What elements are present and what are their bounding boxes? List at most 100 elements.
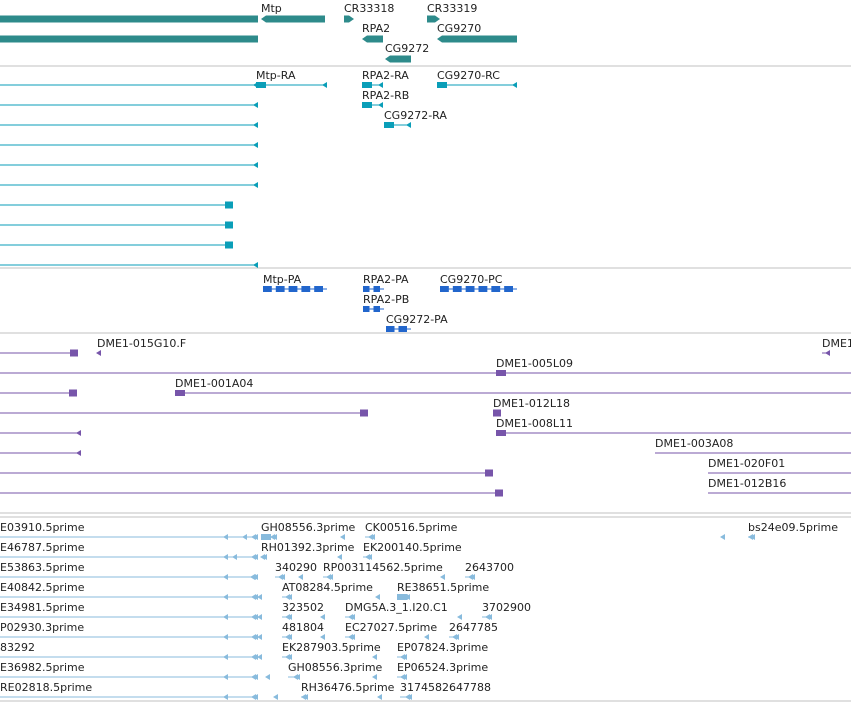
est-arrow — [301, 694, 306, 700]
feature-mtp-ra[interactable]: Mtp-RA — [256, 69, 327, 88]
feature-label: EK287903.5prime — [282, 641, 381, 654]
est-arrow — [348, 614, 353, 620]
feature-label: CG9270 — [437, 22, 481, 35]
feature-label: Mtp-PA — [263, 273, 302, 286]
feature-dme1-015g10-f[interactable]: DME1-015G10.F — [95, 337, 186, 356]
feature-e46787-5prime[interactable]: E46787.5prime — [0, 541, 258, 560]
est-arrow — [365, 554, 370, 560]
feature-cg9272-ra[interactable]: CG9272-RA — [384, 109, 447, 128]
feature-cg9270-pc[interactable]: CG9270-PC — [440, 273, 517, 292]
cds-block — [465, 286, 475, 292]
feature-rh36476-5prime[interactable]: RH36476.5prime — [273, 681, 395, 700]
feature-label: 3702900 — [482, 601, 531, 614]
feature-cg9272-pa[interactable]: CG9272-PA — [386, 313, 448, 332]
feature-cr33319[interactable]: CR33319 — [427, 2, 477, 23]
feature-transcripts-7[interactable] — [0, 221, 233, 229]
feature-rpa2[interactable]: RPA2 — [362, 22, 390, 43]
feature-e36982-5prime[interactable]: E36982.5prime — [0, 661, 258, 680]
feature-mtp[interactable]: Mtp — [261, 2, 325, 23]
feature-re02818-5prime[interactable]: RE02818.5prime — [0, 681, 258, 700]
feature-bs24e09-5prime[interactable]: bs24e09.5prime — [720, 521, 838, 540]
feature-transcripts-1[interactable] — [0, 102, 258, 108]
feature-3174582647788[interactable]: 3174582647788 — [377, 681, 491, 700]
feature-cg9272[interactable]: CG9272 — [385, 42, 429, 63]
feature-genes-1[interactable] — [0, 35, 258, 43]
est-arrow — [278, 574, 283, 580]
feature-dme1[interactable]: DME1 — [822, 337, 851, 356]
feature-323502[interactable]: 323502 — [257, 601, 324, 620]
feature-re38651-5prime[interactable]: RE38651.5prime — [375, 581, 489, 600]
est-arrow — [251, 594, 256, 600]
feature-83292[interactable]: 83292 — [0, 641, 258, 660]
feature-dme1-020f01[interactable]: DME1-020F01 — [708, 457, 851, 477]
feature-cdna-9[interactable] — [0, 430, 81, 436]
feature-transcripts-9[interactable] — [0, 262, 258, 268]
feature-rh01392-3prime[interactable]: RH01392.3prime — [232, 541, 355, 560]
feature-ep07824-3prime[interactable]: EP07824.3prime — [372, 641, 488, 660]
feature-dme1-001a04[interactable]: DME1-001A04 — [175, 377, 851, 396]
feature-label: RPA2-PB — [363, 293, 409, 306]
end-exon — [225, 221, 233, 229]
feature-cdna-0[interactable] — [0, 349, 78, 357]
feature-2647785[interactable]: 2647785 — [424, 621, 498, 640]
exon-block — [397, 594, 407, 600]
feature-cg9270-rc[interactable]: CG9270-RC — [437, 69, 517, 88]
feature-dme1-012b16[interactable]: DME1-012B16 — [708, 477, 851, 497]
feature-label: Mtp — [261, 2, 282, 15]
feature-cr33318[interactable]: CR33318 — [344, 2, 394, 23]
feature-genes-0[interactable] — [0, 15, 258, 23]
feature-rpa2-pa[interactable]: RPA2-PA — [363, 273, 409, 292]
feature-e40842-5prime[interactable]: E40842.5prime — [0, 581, 258, 600]
feature-transcripts-3[interactable] — [0, 142, 258, 148]
feature-ek287903-5prime[interactable]: EK287903.5prime — [257, 641, 381, 660]
feature-cdna-13[interactable] — [0, 469, 493, 477]
feature-ec27027-5prime[interactable]: EC27027.5prime — [320, 621, 437, 640]
feature-cdna-5[interactable] — [0, 389, 77, 397]
feature-ep06524-3prime[interactable]: EP06524.3prime — [372, 661, 488, 680]
cds-block — [373, 306, 380, 312]
feature-dme1-003a08[interactable]: DME1-003A08 — [655, 437, 851, 457]
feature-rpa2-rb[interactable]: RPA2-RB — [362, 89, 409, 108]
feature-transcripts-4[interactable] — [0, 162, 258, 168]
feature-rp003114562-5prime[interactable]: RP003114562.5prime — [298, 561, 443, 580]
feature-at08284-5prime[interactable]: AT08284.5prime — [257, 581, 373, 600]
feature-cdna-11[interactable] — [0, 450, 81, 456]
feature-label: DME1-020F01 — [708, 457, 785, 470]
feature-label: CG9270-PC — [440, 273, 503, 286]
feature-rpa2-ra[interactable]: RPA2-RA — [362, 69, 409, 88]
feature-e03910-5prime[interactable]: E03910.5prime — [0, 521, 258, 540]
feature-transcripts-8[interactable] — [0, 241, 233, 249]
feature-ck00516-5prime[interactable]: CK00516.5prime — [340, 521, 458, 540]
feature-transcripts-5[interactable] — [0, 182, 258, 188]
est-arrow — [372, 654, 377, 660]
feature-label: DME1-003A08 — [655, 437, 733, 450]
feature-transcripts-2[interactable] — [0, 122, 258, 128]
feature-e53863-5prime[interactable]: E53863.5prime — [0, 561, 258, 580]
est-arrow — [348, 634, 353, 640]
feature-dme1-008l11[interactable]: DME1-008L11 — [496, 417, 851, 436]
feature-3702900[interactable]: 3702900 — [457, 601, 531, 620]
feature-481804[interactable]: 481804 — [257, 621, 324, 640]
feature-transcripts-6[interactable] — [0, 201, 233, 209]
feature-label: RH01392.3prime — [261, 541, 355, 554]
feature-gh08556-3prime[interactable]: GH08556.3prime — [265, 661, 383, 680]
feature-dmg5a-3-1-i20-c1[interactable]: DMG5A.3_1.I20.C1 — [320, 601, 448, 620]
feature-p02930-3prime[interactable]: P02930.3prime — [0, 621, 258, 640]
feature-rpa2-pb[interactable]: RPA2-PB — [363, 293, 409, 312]
end-exon — [495, 489, 503, 497]
feature-cdna-7[interactable] — [0, 409, 368, 417]
feature-cg9270[interactable]: CG9270 — [437, 22, 517, 43]
feature-gh08556-3prime[interactable]: GH08556.3prime — [242, 521, 356, 540]
feature-ek200140-5prime[interactable]: EK200140.5prime — [337, 541, 462, 560]
feature-cdna-4[interactable] — [0, 370, 851, 377]
feature-e34981-5prime[interactable]: E34981.5prime — [0, 601, 258, 620]
feature-cdna-15[interactable] — [0, 489, 503, 497]
feature-2643700[interactable]: 2643700 — [440, 561, 514, 580]
feature-dme1-012l18[interactable]: DME1-012L18 — [493, 397, 570, 417]
est-arrow — [257, 594, 262, 600]
feature-mtp-pa[interactable]: Mtp-PA — [263, 273, 327, 292]
feature-340290[interactable]: 340290 — [250, 561, 317, 580]
